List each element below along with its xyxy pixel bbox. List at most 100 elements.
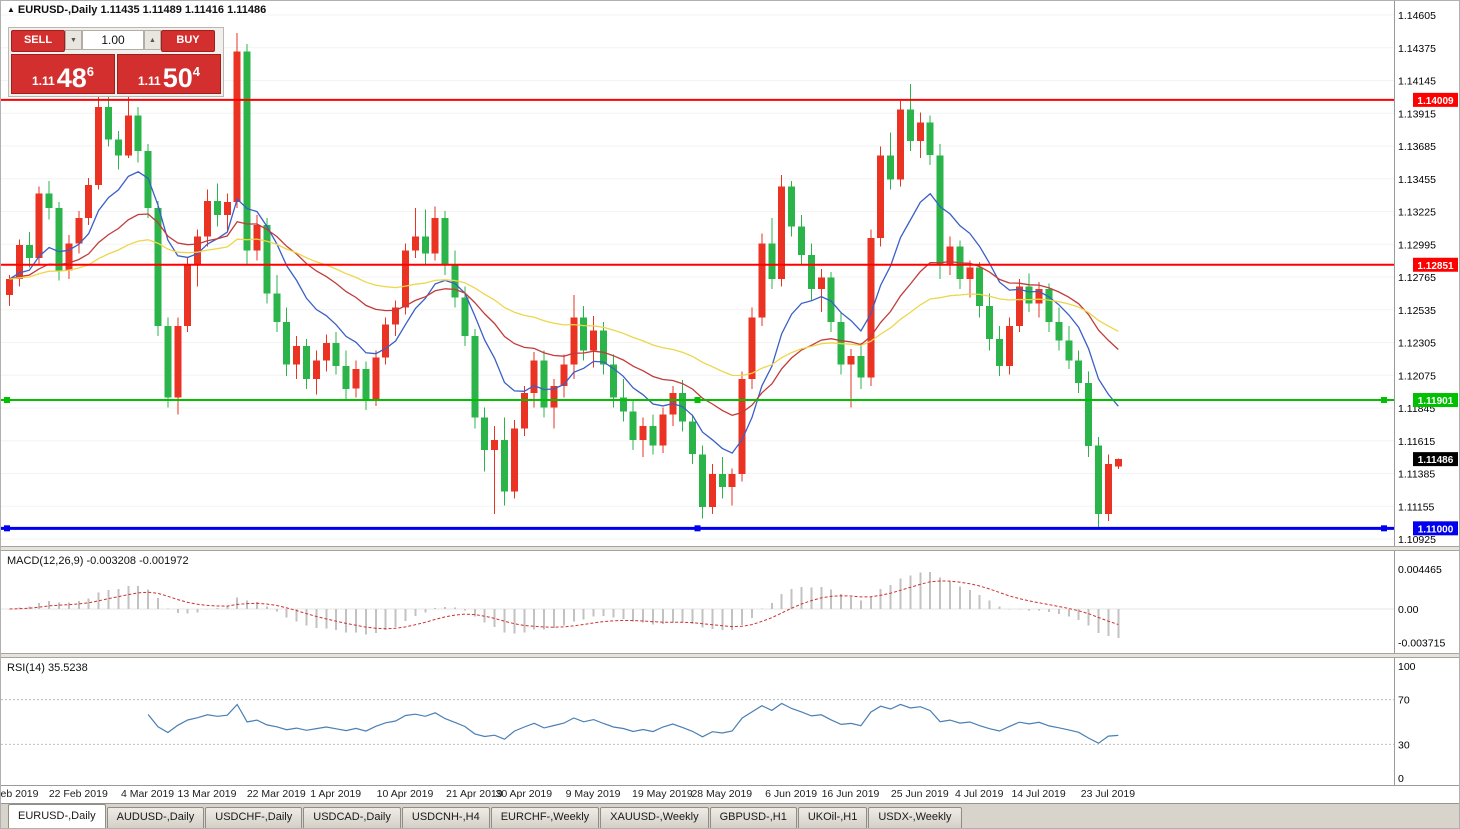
date-tick-label: 28 May 2019 xyxy=(691,788,753,800)
chart-tab-usdchf-daily[interactable]: USDCHF-,Daily xyxy=(205,807,303,828)
macd-canvas: 0.004465 0.00 -0.003715 xyxy=(1,551,1445,653)
date-tick-label: 22 Mar 2019 xyxy=(246,788,306,800)
svg-text:1.11901: 1.11901 xyxy=(1418,396,1454,407)
date-tick-label: 1 Apr 2019 xyxy=(310,788,362,800)
buy-button[interactable]: BUY xyxy=(161,30,215,52)
ma-red xyxy=(9,213,1119,416)
date-tick-label: 22 Feb 2019 xyxy=(48,788,108,800)
svg-text:1.13225: 1.13225 xyxy=(1398,207,1436,219)
svg-text:1.13915: 1.13915 xyxy=(1398,108,1436,120)
chart-tab-gbpusd-h1[interactable]: GBPUSD-,H1 xyxy=(709,807,797,828)
chart-ohlc-values: 1.11435 1.11489 1.11416 1.11486 xyxy=(100,4,267,16)
volume-increase-button[interactable]: ▲ xyxy=(144,30,161,50)
date-tick-label: 23 Jul 2019 xyxy=(1080,788,1136,800)
panel-separator[interactable] xyxy=(1,546,1459,551)
date-tick-label: 10 Apr 2019 xyxy=(376,788,434,800)
horizontal-line-1.11901[interactable] xyxy=(1,397,1394,404)
svg-text:1.11155: 1.11155 xyxy=(1398,501,1435,513)
svg-text:-0.003715: -0.003715 xyxy=(1398,637,1445,649)
date-tick-label: 4 Mar 2019 xyxy=(121,788,175,800)
svg-text:1.14009: 1.14009 xyxy=(1417,96,1454,107)
buy-price-pips: 50 xyxy=(162,63,193,93)
chart-tab-eurchf-weekly[interactable]: EURCHF-,Weekly xyxy=(490,807,600,828)
svg-text:1.14605: 1.14605 xyxy=(1398,10,1436,22)
macd-histogram xyxy=(18,571,1120,638)
svg-text:70: 70 xyxy=(1398,695,1410,707)
buy-price-point: 4 xyxy=(192,64,200,79)
rsi-indicator-panel[interactable]: 100 70 30 0 RSI(14) 35.5238 xyxy=(1,658,1459,785)
chart-symbol-label: EURUSD-,Daily xyxy=(17,4,98,16)
chart-tab-eurusd-daily[interactable]: EURUSD-,Daily xyxy=(8,804,106,828)
spinner-down-icon: ▼ xyxy=(70,37,77,44)
date-tick-label: 13 Feb 2019 xyxy=(1,788,39,800)
price-badge-1.14009: 1.14009 xyxy=(1413,92,1458,107)
spinner-up-icon: ▲ xyxy=(149,37,156,44)
price-chart-canvas[interactable]: 1.14605 1.14375 1.14145 1.13915 1.13685 1.134… xyxy=(1,1,1459,546)
chart-tab-usdx-weekly[interactable]: USDX-,Weekly xyxy=(868,807,962,828)
price-badge-1.11000: 1.11000 xyxy=(1413,521,1458,536)
ma-blue xyxy=(9,171,1119,454)
price-axis[interactable]: 1.14605 1.14375 1.14145 1.13915 1.13685 1.134… xyxy=(1398,10,1436,546)
sell-price-point: 6 xyxy=(86,64,94,79)
svg-text:1.11615: 1.11615 xyxy=(1398,436,1435,448)
svg-text:1.12995: 1.12995 xyxy=(1398,239,1436,251)
volume-decrease-button[interactable]: ▼ xyxy=(65,30,82,50)
date-tick-label: 4 Jul 2019 xyxy=(954,788,1004,800)
svg-text:1.14375: 1.14375 xyxy=(1398,43,1436,55)
date-tick-label: 25 Jun 2019 xyxy=(890,788,949,800)
rsi-canvas: 100 70 30 0 xyxy=(1,658,1416,785)
current-price-badge: 1.11486 xyxy=(1413,452,1458,467)
svg-text:0: 0 xyxy=(1398,773,1404,785)
sell-button[interactable]: SELL xyxy=(11,30,65,52)
sell-quote-button[interactable]: 1.11 48 6 xyxy=(11,54,115,94)
svg-text:1.11486: 1.11486 xyxy=(1418,455,1454,466)
svg-text:1.14145: 1.14145 xyxy=(1398,76,1436,88)
svg-text:30: 30 xyxy=(1398,739,1410,751)
chart-tab-ukoil-h1[interactable]: UKOil-,H1 xyxy=(797,807,868,828)
horizontal-line-1.11000[interactable] xyxy=(1,525,1394,532)
svg-text:100: 100 xyxy=(1398,661,1416,673)
candlestick-series xyxy=(6,32,1122,527)
chart-tab-xauusd-weekly[interactable]: XAUUSD-,Weekly xyxy=(600,807,709,828)
buy-quote-button[interactable]: 1.11 50 4 xyxy=(117,54,221,94)
svg-text:1.12851: 1.12851 xyxy=(1417,261,1454,272)
svg-text:1.12535: 1.12535 xyxy=(1398,305,1436,317)
chart-tab-usdcad-daily[interactable]: USDCAD-,Daily xyxy=(303,807,401,828)
chart-tab-bar: EURUSD-,Daily AUDUSD-,Daily USDCHF-,Daily U… xyxy=(1,803,1459,828)
date-tick-label: 21 Apr 2019 xyxy=(445,788,503,800)
rsi-label: RSI(14) 35.5238 xyxy=(7,662,88,674)
date-tick-label: 19 May 2019 xyxy=(632,788,693,800)
macd-label: MACD(12,26,9) -0.003208 -0.001972 xyxy=(7,555,189,567)
direction-up-icon: ▲ xyxy=(7,5,15,14)
panel-separator[interactable] xyxy=(1,653,1459,658)
buy-price-prefix: 1.11 xyxy=(138,74,161,88)
sell-price-pips: 48 xyxy=(56,63,87,93)
volume-input[interactable]: 1.00 xyxy=(82,30,144,50)
sell-price-prefix: 1.11 xyxy=(32,74,55,88)
price-badge-1.11901: 1.11901 xyxy=(1413,393,1458,408)
svg-text:1.12075: 1.12075 xyxy=(1398,370,1436,382)
svg-text:1.12765: 1.12765 xyxy=(1398,272,1436,284)
date-tick-label: 16 Jun 2019 xyxy=(821,788,880,800)
price-badge-1.12851: 1.12851 xyxy=(1413,257,1458,272)
one-click-trading-panel: SELL ▼ 1.00 ▲ BUY 1.11 48 6 1.11 50 4 xyxy=(8,27,224,97)
chart-tab-usdcnh-h4[interactable]: USDCNH-,H4 xyxy=(401,807,490,828)
main-chart-panel[interactable]: 1.14605 1.14375 1.14145 1.13915 1.13685 1.134… xyxy=(1,1,1459,546)
ma-yellow xyxy=(9,238,1119,377)
macd-signal-line xyxy=(9,580,1119,630)
svg-text:1.11000: 1.11000 xyxy=(1418,524,1454,535)
chart-tab-audusd-daily[interactable]: AUDUSD-,Daily xyxy=(106,807,205,828)
macd-indicator-panel[interactable]: 0.004465 0.00 -0.003715 MACD(12,26,9) -0.0… xyxy=(1,551,1459,653)
svg-text:0.004465: 0.004465 xyxy=(1398,564,1442,576)
svg-text:1.10925: 1.10925 xyxy=(1398,534,1436,546)
svg-text:1.11385: 1.11385 xyxy=(1398,469,1435,481)
date-tick-label: 14 Jul 2019 xyxy=(1011,788,1066,800)
svg-text:1.13685: 1.13685 xyxy=(1398,141,1436,153)
date-tick-label: 6 Jun 2019 xyxy=(765,788,818,800)
svg-text:1.12305: 1.12305 xyxy=(1398,338,1436,350)
date-tick-label: 9 May 2019 xyxy=(565,788,621,800)
rsi-axis: 100 70 30 0 xyxy=(1398,661,1416,785)
svg-text:1.13455: 1.13455 xyxy=(1398,174,1436,186)
